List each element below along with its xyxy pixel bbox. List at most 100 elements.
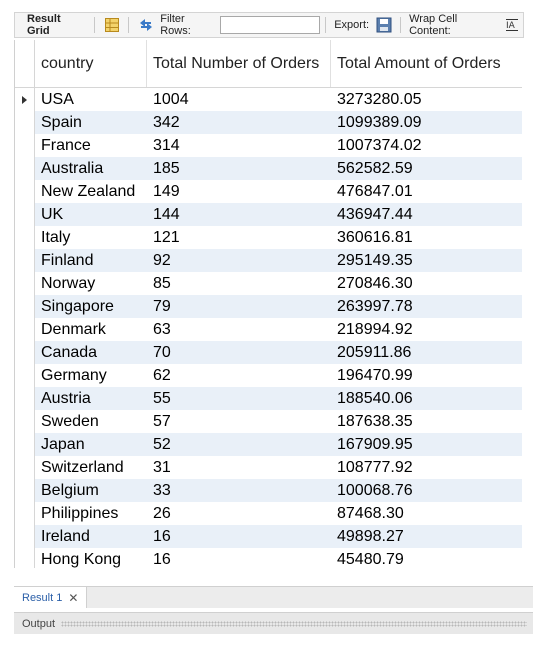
table-row[interactable]: Singapore 79 263997.78 bbox=[15, 295, 522, 318]
cell-total-orders[interactable]: 16 bbox=[147, 525, 331, 548]
cell-total-orders[interactable]: 149 bbox=[147, 180, 331, 203]
cell-country[interactable]: Belgium bbox=[35, 479, 147, 502]
row-indicator[interactable] bbox=[15, 249, 35, 272]
cell-total-orders[interactable]: 57 bbox=[147, 410, 331, 433]
cell-total-amount[interactable]: 295149.35 bbox=[331, 249, 522, 272]
cell-total-amount[interactable]: 196470.99 bbox=[331, 364, 522, 387]
cell-country[interactable]: Hong Kong bbox=[35, 548, 147, 568]
cell-total-amount[interactable]: 3273280.05 bbox=[331, 88, 522, 111]
filter-rows-input[interactable] bbox=[220, 16, 320, 34]
cell-total-amount[interactable]: 49898.27 bbox=[331, 525, 522, 548]
column-header-total-number-of-orders[interactable]: Total Number of Orders bbox=[147, 40, 331, 87]
cell-total-orders[interactable]: 62 bbox=[147, 364, 331, 387]
cell-country[interactable]: Japan bbox=[35, 433, 147, 456]
table-row[interactable]: Finland 92 295149.35 bbox=[15, 249, 522, 272]
cell-total-orders[interactable]: 31 bbox=[147, 456, 331, 479]
cell-total-amount[interactable]: 87468.30 bbox=[331, 502, 522, 525]
row-indicator[interactable] bbox=[15, 364, 35, 387]
table-row[interactable]: Ireland 16 49898.27 bbox=[15, 525, 522, 548]
table-row[interactable]: Australia 185 562582.59 bbox=[15, 157, 522, 180]
tab-result-1[interactable]: Result 1 ✕ bbox=[14, 587, 87, 608]
cell-total-orders[interactable]: 52 bbox=[147, 433, 331, 456]
cell-country[interactable]: Italy bbox=[35, 226, 147, 249]
cell-total-amount[interactable]: 1007374.02 bbox=[331, 134, 522, 157]
row-indicator[interactable] bbox=[15, 111, 35, 134]
table-row[interactable]: Belgium 33 100068.76 bbox=[15, 479, 522, 502]
refresh-arrows-icon[interactable] bbox=[137, 16, 154, 34]
row-indicator[interactable] bbox=[15, 548, 35, 568]
table-row[interactable]: France 314 1007374.02 bbox=[15, 134, 522, 157]
cell-total-amount[interactable]: 476847.01 bbox=[331, 180, 522, 203]
row-indicator[interactable] bbox=[15, 272, 35, 295]
row-indicator[interactable] bbox=[15, 88, 35, 111]
table-row[interactable]: Japan 52 167909.95 bbox=[15, 433, 522, 456]
cell-total-orders[interactable]: 79 bbox=[147, 295, 331, 318]
row-indicator[interactable] bbox=[15, 456, 35, 479]
table-row[interactable]: Italy 121 360616.81 bbox=[15, 226, 522, 249]
cell-total-orders[interactable]: 314 bbox=[147, 134, 331, 157]
cell-total-orders[interactable]: 85 bbox=[147, 272, 331, 295]
table-row[interactable]: Canada 70 205911.86 bbox=[15, 341, 522, 364]
table-row[interactable]: Hong Kong 16 45480.79 bbox=[15, 548, 522, 568]
row-indicator[interactable] bbox=[15, 479, 35, 502]
row-indicator[interactable] bbox=[15, 341, 35, 364]
cell-country[interactable]: USA bbox=[35, 88, 147, 111]
cell-total-amount[interactable]: 108777.92 bbox=[331, 456, 522, 479]
cell-country[interactable]: Philippines bbox=[35, 502, 147, 525]
cell-total-orders[interactable]: 92 bbox=[147, 249, 331, 272]
close-icon[interactable]: ✕ bbox=[68, 591, 78, 605]
cell-total-orders[interactable]: 55 bbox=[147, 387, 331, 410]
row-indicator[interactable] bbox=[15, 203, 35, 226]
cell-country[interactable]: Singapore bbox=[35, 295, 147, 318]
table-row[interactable]: Switzerland 31 108777.92 bbox=[15, 456, 522, 479]
cell-country[interactable]: Australia bbox=[35, 157, 147, 180]
cell-total-orders[interactable]: 342 bbox=[147, 111, 331, 134]
cell-country[interactable]: Germany bbox=[35, 364, 147, 387]
cell-total-amount[interactable]: 1099389.09 bbox=[331, 111, 522, 134]
cell-country[interactable]: Sweden bbox=[35, 410, 147, 433]
row-indicator[interactable] bbox=[15, 134, 35, 157]
row-indicator[interactable] bbox=[15, 295, 35, 318]
cell-total-amount[interactable]: 270846.30 bbox=[331, 272, 522, 295]
cell-country[interactable]: Austria bbox=[35, 387, 147, 410]
cell-total-orders[interactable]: 121 bbox=[147, 226, 331, 249]
table-row[interactable]: Sweden 57 187638.35 bbox=[15, 410, 522, 433]
cell-country[interactable]: New Zealand bbox=[35, 180, 147, 203]
row-indicator[interactable] bbox=[15, 387, 35, 410]
cell-country[interactable]: Norway bbox=[35, 272, 147, 295]
table-row[interactable]: USA 1004 3273280.05 bbox=[15, 88, 522, 111]
cell-total-amount[interactable]: 205911.86 bbox=[331, 341, 522, 364]
row-indicator[interactable] bbox=[15, 180, 35, 203]
cell-total-amount[interactable]: 218994.92 bbox=[331, 318, 522, 341]
panel-grip[interactable] bbox=[61, 621, 527, 627]
cell-total-orders[interactable]: 26 bbox=[147, 502, 331, 525]
cell-total-orders[interactable]: 70 bbox=[147, 341, 331, 364]
cell-total-amount[interactable]: 360616.81 bbox=[331, 226, 522, 249]
cell-country[interactable]: UK bbox=[35, 203, 147, 226]
cell-country[interactable]: Switzerland bbox=[35, 456, 147, 479]
column-header-country[interactable]: country bbox=[35, 40, 147, 87]
cell-total-amount[interactable]: 100068.76 bbox=[331, 479, 522, 502]
row-indicator[interactable] bbox=[15, 525, 35, 548]
cell-country[interactable]: Finland bbox=[35, 249, 147, 272]
row-indicator[interactable] bbox=[15, 157, 35, 180]
table-row[interactable]: Germany 62 196470.99 bbox=[15, 364, 522, 387]
table-row[interactable]: UK 144 436947.44 bbox=[15, 203, 522, 226]
table-row[interactable]: Austria 55 188540.06 bbox=[15, 387, 522, 410]
output-panel-header[interactable]: Output bbox=[14, 612, 533, 634]
cell-total-orders[interactable]: 1004 bbox=[147, 88, 331, 111]
cell-total-amount[interactable]: 45480.79 bbox=[331, 548, 522, 568]
cell-total-amount[interactable]: 562582.59 bbox=[331, 157, 522, 180]
cell-country[interactable]: Spain bbox=[35, 111, 147, 134]
row-indicator[interactable] bbox=[15, 433, 35, 456]
row-indicator[interactable] bbox=[15, 502, 35, 525]
cell-total-orders[interactable]: 33 bbox=[147, 479, 331, 502]
cell-total-amount[interactable]: 436947.44 bbox=[331, 203, 522, 226]
cell-total-orders[interactable]: 16 bbox=[147, 548, 331, 568]
export-disk-icon[interactable] bbox=[375, 16, 392, 34]
table-row[interactable]: Norway 85 270846.30 bbox=[15, 272, 522, 295]
cell-total-amount[interactable]: 187638.35 bbox=[331, 410, 522, 433]
row-indicator[interactable] bbox=[15, 226, 35, 249]
cell-total-amount[interactable]: 188540.06 bbox=[331, 387, 522, 410]
grid-view-icon[interactable] bbox=[103, 16, 120, 34]
